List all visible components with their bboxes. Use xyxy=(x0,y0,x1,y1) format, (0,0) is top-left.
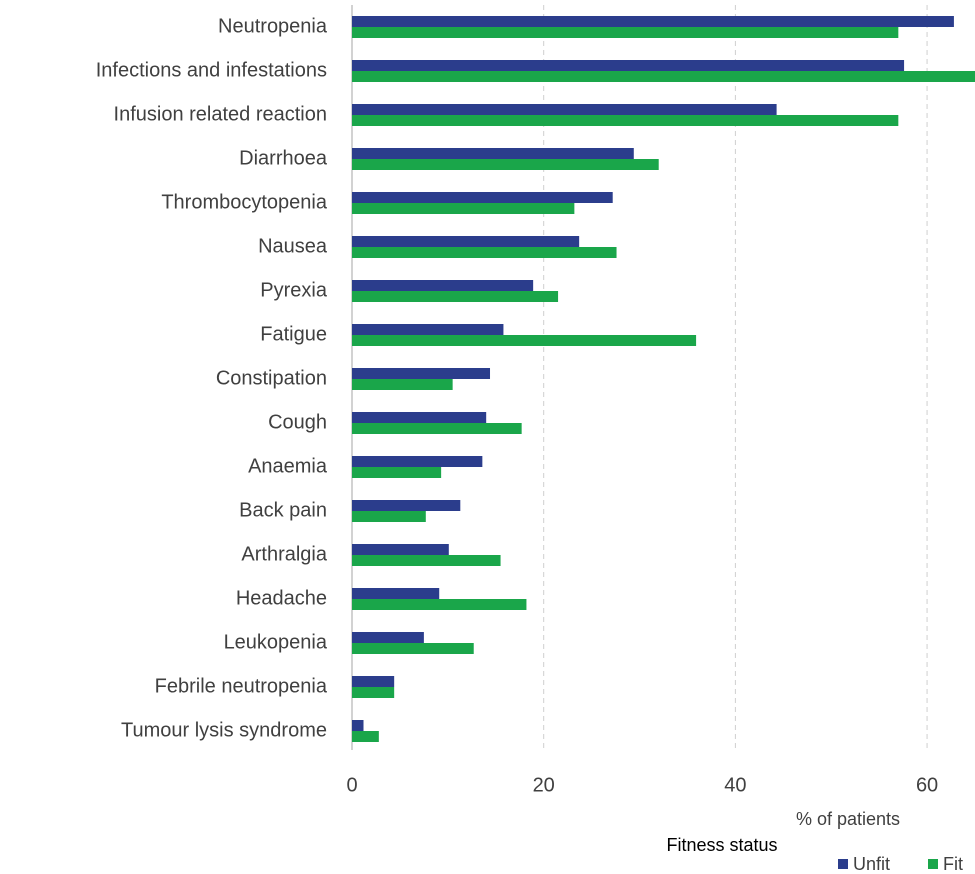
bar xyxy=(352,500,461,511)
bar xyxy=(352,335,697,346)
y-tick-label: Diarrhoea xyxy=(239,147,328,169)
bar xyxy=(352,192,613,203)
y-tick-label: Anaemia xyxy=(248,455,328,477)
legend-label: Fit xyxy=(943,854,963,874)
x-tick-label: 40 xyxy=(724,774,746,796)
bar xyxy=(352,731,379,742)
x-tick-label: 20 xyxy=(533,774,555,796)
y-tick-label: Infections and infestations xyxy=(96,59,327,81)
bar xyxy=(352,27,899,38)
y-tick-label: Headache xyxy=(236,587,327,609)
bar xyxy=(352,16,954,27)
y-tick-label: Neutropenia xyxy=(218,15,328,37)
bar xyxy=(352,511,426,522)
legend-swatch xyxy=(838,859,848,869)
bar xyxy=(352,643,474,654)
x-tick-label: 0 xyxy=(346,774,357,796)
bar xyxy=(352,676,395,687)
y-tick-label: Pyrexia xyxy=(260,279,328,301)
bar xyxy=(352,588,440,599)
y-tick-label: Fatigue xyxy=(260,323,327,345)
bar xyxy=(352,71,975,82)
bar xyxy=(352,115,899,126)
bar xyxy=(352,104,777,115)
bar xyxy=(352,291,559,302)
bar xyxy=(352,720,364,731)
y-tick-label: Back pain xyxy=(239,499,327,521)
legend-label: Unfit xyxy=(853,854,890,874)
bar xyxy=(352,599,527,610)
y-tick-label: Nausea xyxy=(258,235,328,257)
y-tick-label: Leukopenia xyxy=(224,631,328,653)
bar xyxy=(352,379,453,390)
x-tick-label: 60 xyxy=(916,774,938,796)
y-tick-label: Arthralgia xyxy=(241,543,327,565)
y-tick-label: Cough xyxy=(268,411,327,433)
bar xyxy=(352,148,634,159)
y-tick-label: Tumour lysis syndrome xyxy=(121,719,327,741)
bar xyxy=(352,247,617,258)
bar xyxy=(352,324,504,335)
bar xyxy=(352,555,501,566)
bar xyxy=(352,412,487,423)
x-axis-label: % of patients xyxy=(796,809,900,829)
legend-title: Fitness status xyxy=(666,835,777,855)
bar xyxy=(352,368,491,379)
y-tick-label: Constipation xyxy=(216,367,327,389)
bar xyxy=(352,687,395,698)
y-tick-label: Infusion related reaction xyxy=(114,103,327,125)
bar xyxy=(352,236,580,247)
legend-swatch xyxy=(928,859,938,869)
bar xyxy=(352,159,659,170)
bar xyxy=(352,203,575,214)
bar xyxy=(352,423,522,434)
y-tick-label: Thrombocytopenia xyxy=(161,191,328,213)
bar xyxy=(352,60,905,71)
bar xyxy=(352,280,534,291)
y-tick-label: Febrile neutropenia xyxy=(155,675,328,697)
bar xyxy=(352,467,442,478)
bar xyxy=(352,632,424,643)
bar xyxy=(352,456,483,467)
bar xyxy=(352,544,449,555)
